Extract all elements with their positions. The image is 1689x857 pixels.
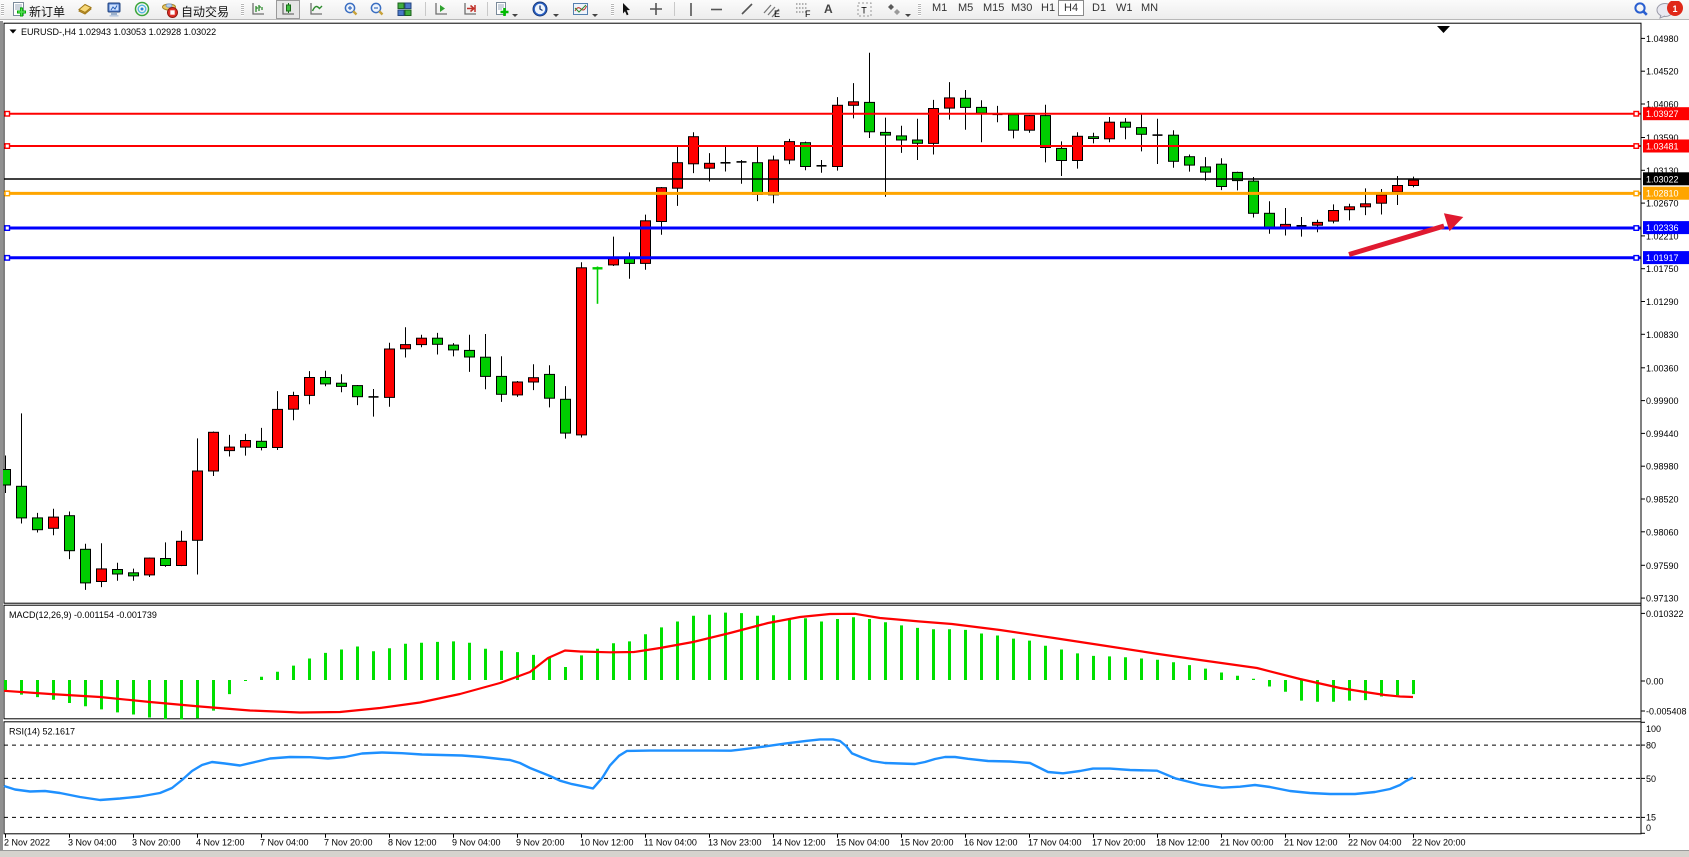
svg-text:1.02670: 1.02670 [1646,199,1679,209]
svg-text:1.01290: 1.01290 [1646,297,1679,307]
svg-text:0.97590: 0.97590 [1646,561,1679,571]
svg-text:1.00360: 1.00360 [1646,363,1679,373]
svg-text:17 Nov 04:00: 17 Nov 04:00 [1028,838,1082,848]
svg-text:1: 1 [1673,4,1678,14]
svg-text:1.03927: 1.03927 [1646,109,1679,119]
svg-text:0: 0 [1646,823,1651,833]
svg-text:1.01750: 1.01750 [1646,264,1679,274]
svg-text:15 Nov 04:00: 15 Nov 04:00 [836,838,890,848]
svg-text:F: F [805,9,811,19]
svg-text:10 Nov 12:00: 10 Nov 12:00 [580,838,634,848]
svg-text:8 Nov 12:00: 8 Nov 12:00 [388,838,437,848]
svg-text:MACD(12,26,9) -0.001154 -0.001: MACD(12,26,9) -0.001154 -0.001739 [9,610,157,620]
svg-text:-0.005408: -0.005408 [1646,707,1687,717]
svg-text:14 Nov 12:00: 14 Nov 12:00 [772,838,826,848]
svg-text:16 Nov 12:00: 16 Nov 12:00 [964,838,1018,848]
svg-text:1.03022: 1.03022 [1646,174,1679,184]
svg-text:0.97130: 0.97130 [1646,594,1679,604]
svg-text:1.03481: 1.03481 [1646,142,1679,152]
svg-text:1.01917: 1.01917 [1646,253,1679,263]
svg-text:0.99440: 0.99440 [1646,429,1679,439]
svg-text:2 Nov 2022: 2 Nov 2022 [4,838,50,848]
svg-text:E: E [774,9,780,19]
svg-text:50: 50 [1646,774,1656,784]
svg-text:RSI(14) 52.1617: RSI(14) 52.1617 [9,727,75,737]
svg-text:0.010322: 0.010322 [1646,609,1684,619]
svg-text:9 Nov 04:00: 9 Nov 04:00 [452,838,501,848]
svg-text:18 Nov 12:00: 18 Nov 12:00 [1156,838,1210,848]
svg-text:1.03130: 1.03130 [1646,166,1679,176]
svg-text:17 Nov 20:00: 17 Nov 20:00 [1092,838,1146,848]
svg-text:0.98980: 0.98980 [1646,462,1679,472]
svg-text:0.98060: 0.98060 [1646,527,1679,537]
svg-text:0.00: 0.00 [1646,677,1664,687]
svg-text:7 Nov 20:00: 7 Nov 20:00 [324,838,373,848]
svg-text:0.98520: 0.98520 [1646,495,1679,505]
svg-text:11 Nov 04:00: 11 Nov 04:00 [644,838,697,848]
svg-text:T: T [861,6,867,16]
svg-text:1.04520: 1.04520 [1646,67,1679,77]
svg-text:21 Nov 12:00: 21 Nov 12:00 [1284,838,1338,848]
svg-text:13 Nov 23:00: 13 Nov 23:00 [708,838,762,848]
svg-text:22 Nov 04:00: 22 Nov 04:00 [1348,838,1402,848]
svg-text:1.00830: 1.00830 [1646,330,1679,340]
svg-text:3 Nov 04:00: 3 Nov 04:00 [68,838,117,848]
svg-text:3 Nov 20:00: 3 Nov 20:00 [132,838,181,848]
svg-text:21 Nov 00:00: 21 Nov 00:00 [1220,838,1274,848]
svg-text:1.02810: 1.02810 [1646,189,1679,199]
svg-text:80: 80 [1646,741,1656,751]
svg-text:4 Nov 12:00: 4 Nov 12:00 [196,838,245,848]
svg-text:15: 15 [1646,813,1656,823]
svg-text:1.03590: 1.03590 [1646,133,1679,143]
svg-text:0.99900: 0.99900 [1646,396,1679,406]
svg-text:EURUSD-,H4 1.02943 1.03053 1.: EURUSD-,H4 1.02943 1.03053 1.02928 1.030… [21,27,216,37]
svg-text:1.02210: 1.02210 [1646,231,1679,241]
svg-text:100: 100 [1646,724,1661,734]
svg-text:1.04980: 1.04980 [1646,34,1679,44]
svg-text:1.04060: 1.04060 [1646,100,1679,110]
svg-text:15 Nov 20:00: 15 Nov 20:00 [900,838,954,848]
svg-text:9 Nov 20:00: 9 Nov 20:00 [516,838,565,848]
svg-text:7 Nov 04:00: 7 Nov 04:00 [260,838,309,848]
svg-text:22 Nov 20:00: 22 Nov 20:00 [1412,838,1466,848]
svg-text:1.02336: 1.02336 [1646,223,1679,233]
